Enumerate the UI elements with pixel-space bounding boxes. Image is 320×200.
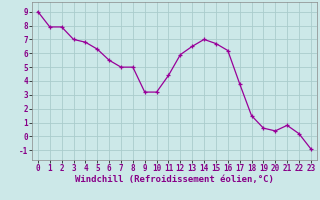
X-axis label: Windchill (Refroidissement éolien,°C): Windchill (Refroidissement éolien,°C)	[75, 175, 274, 184]
